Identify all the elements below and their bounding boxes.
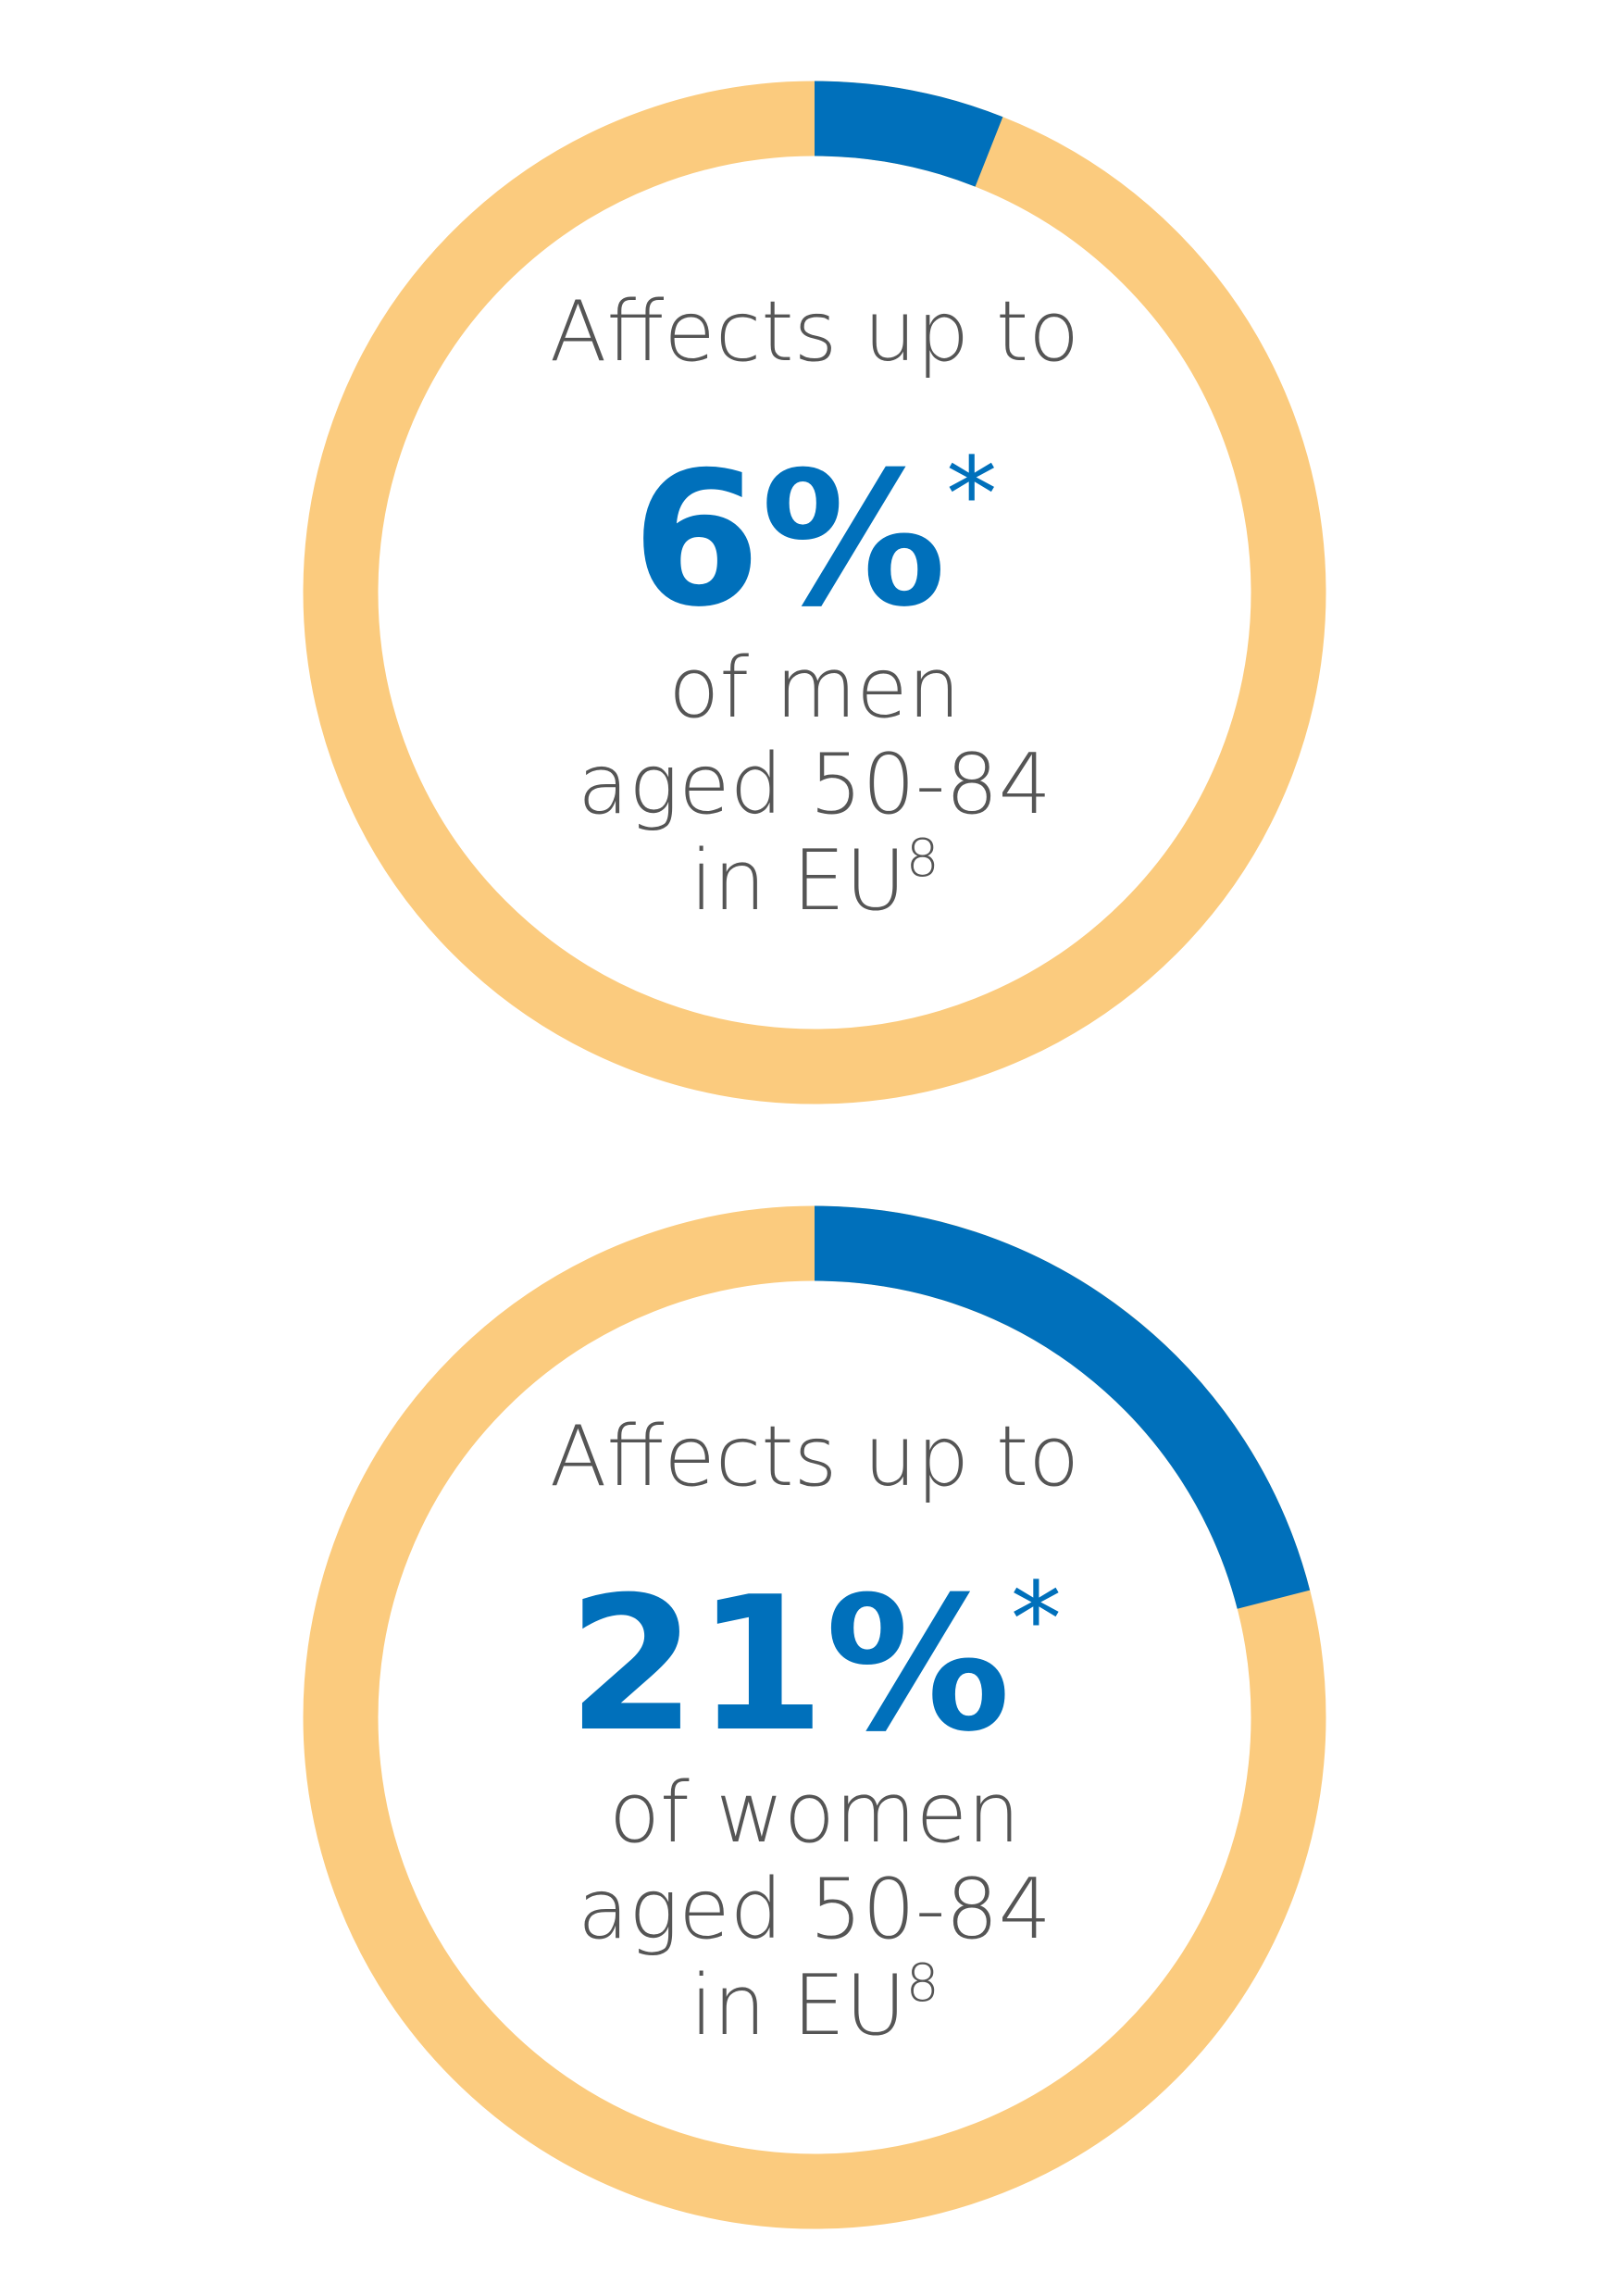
footnote: 8 bbox=[906, 1953, 940, 2014]
text-below: in EU8 bbox=[690, 829, 939, 930]
text-below: aged 50-84 bbox=[578, 736, 1052, 833]
text-below: of men bbox=[668, 640, 960, 737]
text-line: of women bbox=[609, 1765, 1020, 1862]
text-below: aged 50-84 bbox=[578, 1861, 1052, 1958]
value-label: 21%* bbox=[567, 1557, 1062, 1773]
value-label: 6%* bbox=[632, 432, 998, 648]
donut-segment bbox=[814, 81, 1003, 187]
text-line: aged 50-84 bbox=[578, 736, 1052, 833]
text-below: of women bbox=[609, 1765, 1020, 1862]
text-line: aged 50-84 bbox=[578, 1861, 1052, 1958]
value-text: 6% bbox=[632, 432, 947, 648]
text-above: Affects up to bbox=[550, 283, 1079, 381]
text-line: in EU bbox=[690, 1957, 905, 2054]
donut-segment bbox=[814, 1205, 1311, 1609]
footnote: 8 bbox=[906, 829, 940, 889]
note-mark: * bbox=[946, 435, 997, 554]
value-text: 21% bbox=[567, 1557, 1011, 1773]
text-below: in EU8 bbox=[690, 1953, 939, 2054]
text-line: of men bbox=[668, 640, 960, 737]
text-above: Affects up to bbox=[550, 1408, 1079, 1505]
text-line: in EU bbox=[690, 832, 905, 930]
note-mark: * bbox=[1011, 1560, 1062, 1678]
